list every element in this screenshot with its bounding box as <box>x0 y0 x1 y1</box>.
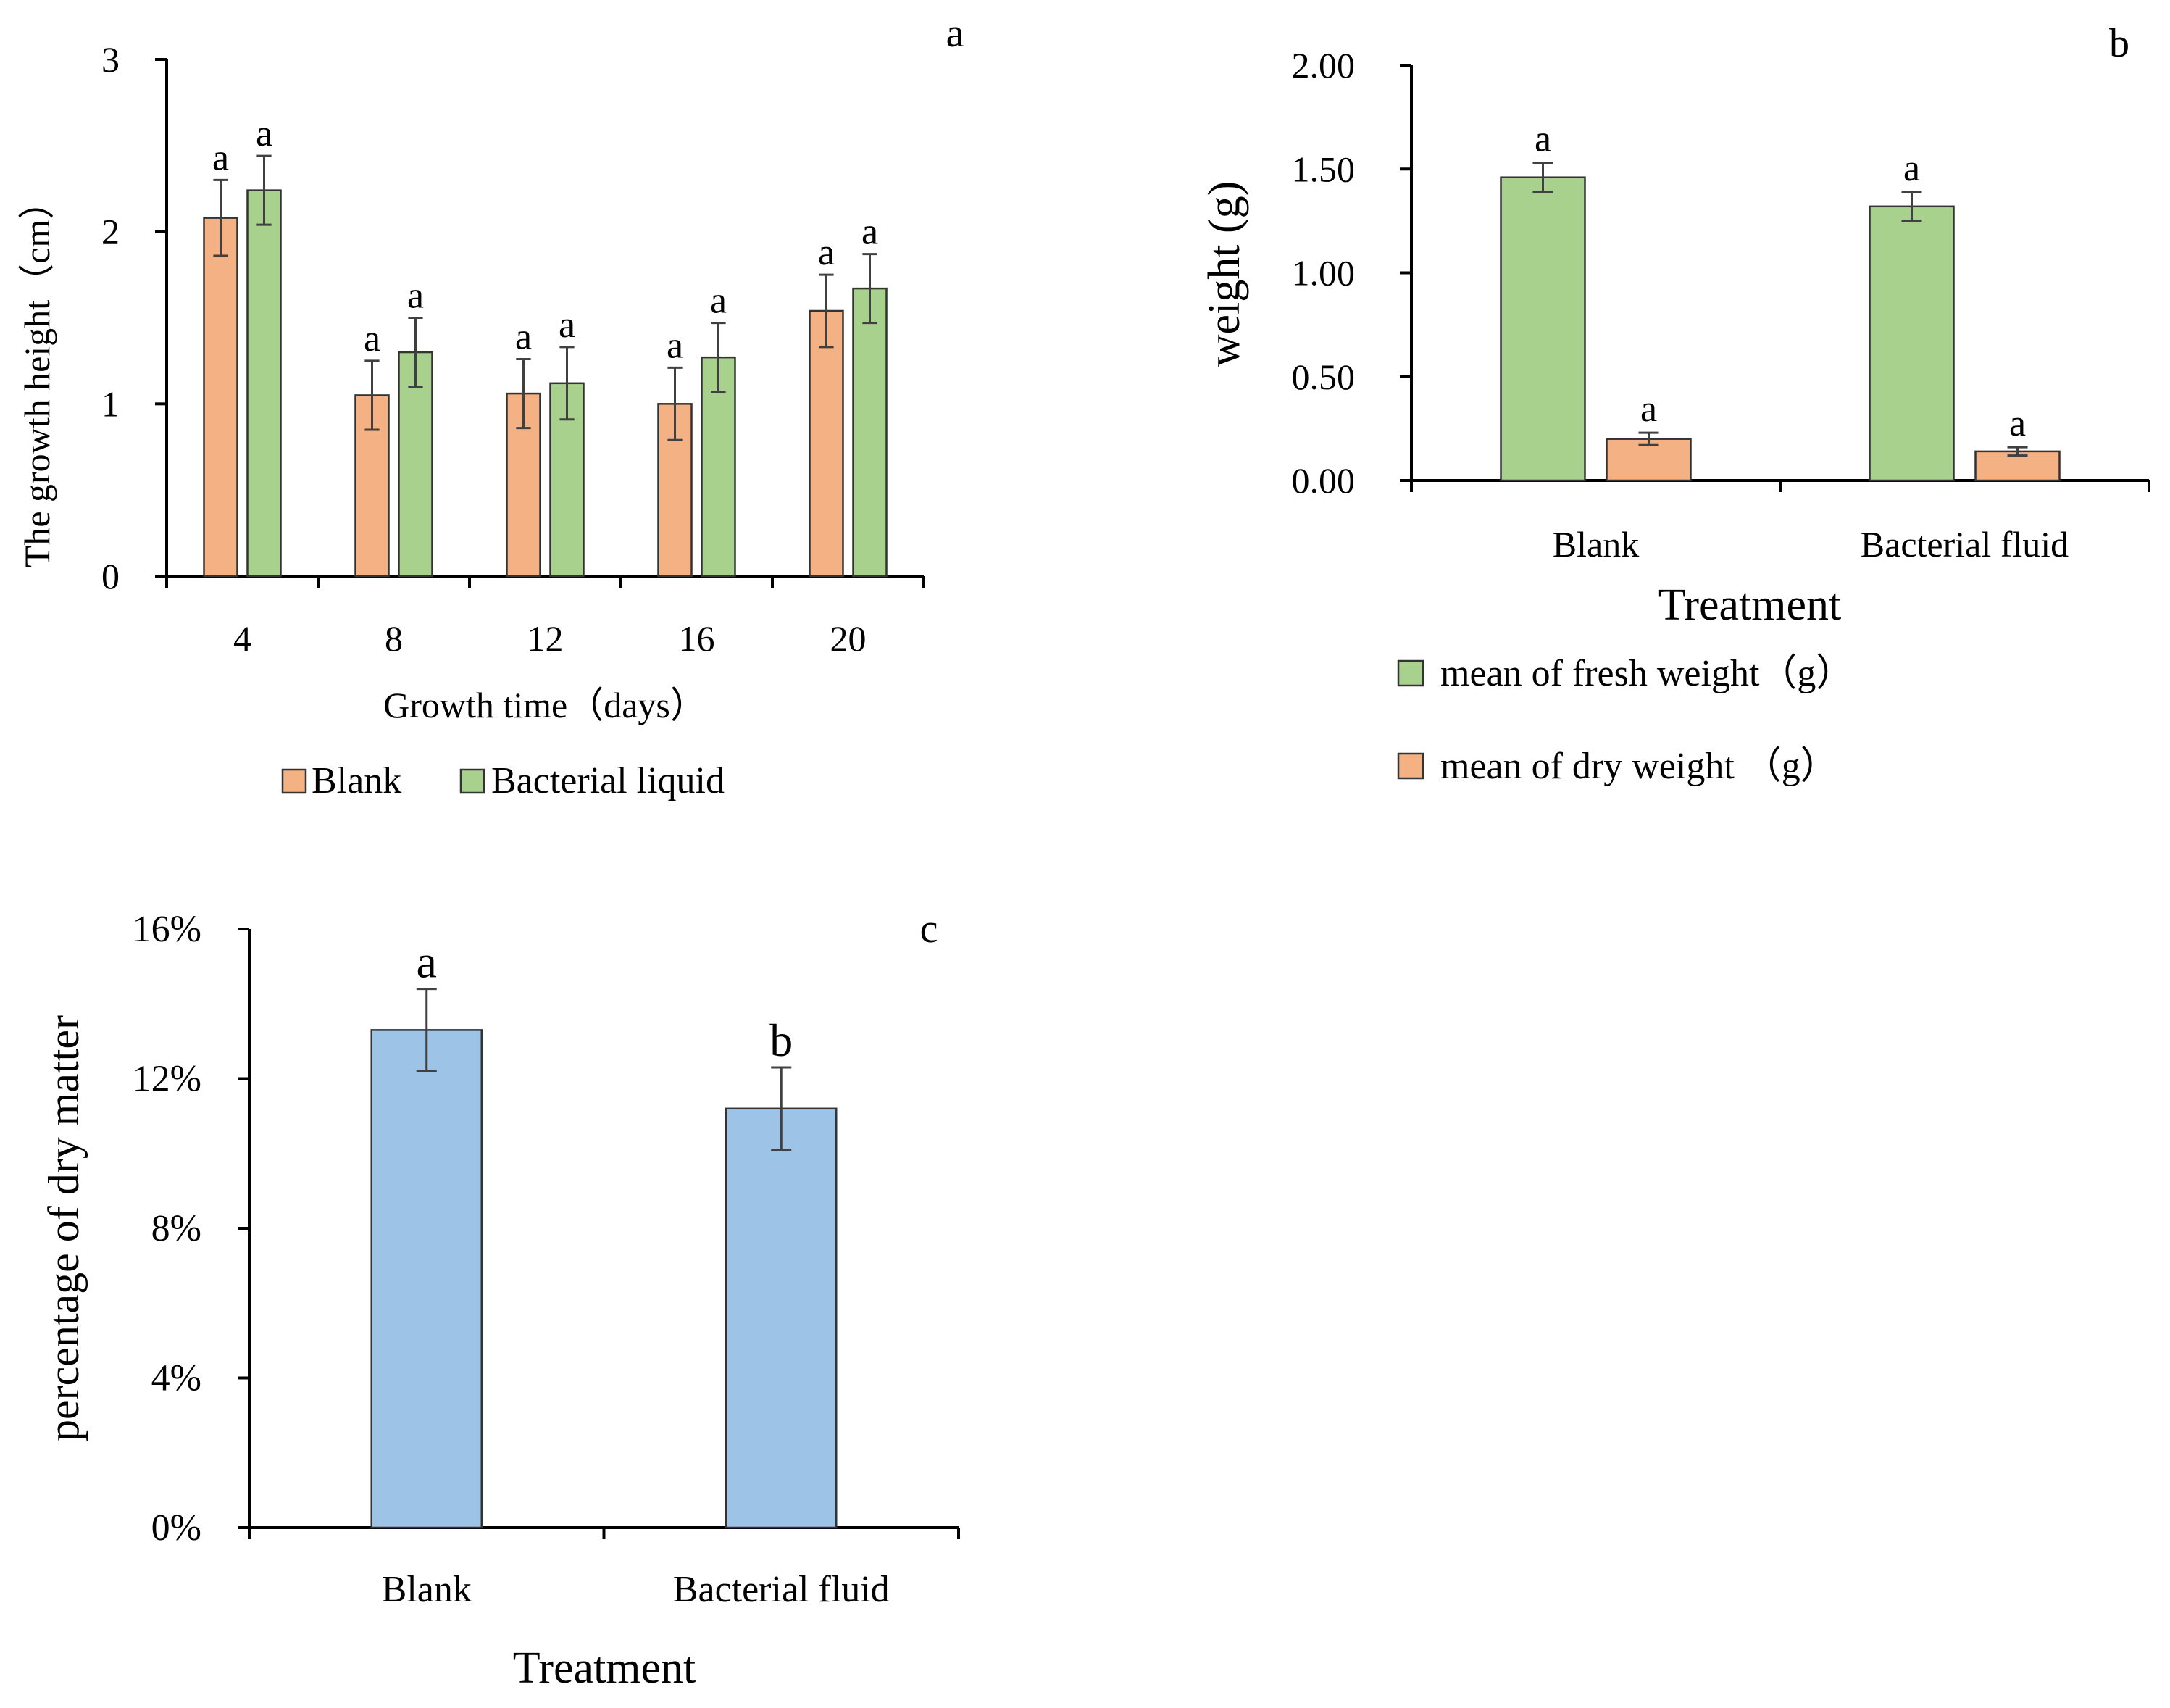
legend-label-bacterial-liquid: Bacterial liquid <box>491 760 725 801</box>
panel-b-significance-letter: a <box>1903 148 1920 189</box>
panel-a-x-tick-label: 8 <box>385 618 403 659</box>
legend-swatch-dry-weight <box>1397 752 1424 780</box>
panel-c-x-axis-title: Treatment <box>513 1644 696 1693</box>
panel-c-y-axis-title: percentage of dry matter <box>40 1015 88 1441</box>
panel-c-bar-percentage-of-dry-matter-blank <box>370 1029 483 1529</box>
panel-c-dry-matter-chart: 0% 4% 8% 12% 16% Blank Bacterial fluid a b c T… <box>40 907 960 1693</box>
panel-b-significance-letter: a <box>1535 119 1551 160</box>
panel-b-y-axis-title: weight (g) <box>1200 181 1249 367</box>
panel-b-y-tick-label: 0.00 <box>1292 460 1356 501</box>
panel-b-bar-mean-of-fresh-weight-g-bacterial-fluid <box>1869 205 1955 482</box>
panel-a-label: a <box>946 11 964 56</box>
panel-b-bar-mean-of-dry-weight-g-bacterial-fluid <box>1974 450 2061 482</box>
panel-b-x-axis-title: Treatment <box>1658 580 1842 630</box>
panel-b-significance-letter: a <box>2009 403 2026 444</box>
panel-a-significance-letter: a <box>407 275 424 317</box>
panel-a-significance-letter: a <box>667 325 683 366</box>
panel-b-y-tick-label: 2.00 <box>1292 45 1356 86</box>
panel-a-significance-letter: a <box>861 212 878 253</box>
panel-a-x-tick-label: 20 <box>830 618 867 659</box>
panel-c-y-tick-label: 4% <box>151 1358 201 1399</box>
panel-b-y-tick-label: 1.00 <box>1292 253 1356 293</box>
panel-b-label: b <box>2109 21 2129 66</box>
panel-a-significance-letter: a <box>364 318 380 359</box>
legend-label-dry-weight: mean of dry weight （g） <box>1440 746 1838 787</box>
panel-a-legend: Blank Bacterial liquid <box>281 760 725 801</box>
panel-c-y-tick-label: 8% <box>151 1208 201 1249</box>
legend-label-blank: Blank <box>312 760 401 801</box>
panel-b-weight-chart: 0.00 0.50 1.00 1.50 2.00 Blank Bacterial flui… <box>1200 21 2150 787</box>
legend-swatch-fresh-weight <box>1397 659 1424 687</box>
panel-a-significance-letter: a <box>212 137 229 178</box>
panel-a-bar-bacterial-liquid-20 <box>852 287 888 578</box>
panel-a-bar-bacterial-liquid-8 <box>398 351 433 578</box>
panel-b-bar-mean-of-fresh-weight-g-blank <box>1500 176 1586 482</box>
panel-c-x-tick-label: Blank <box>382 1569 472 1610</box>
panel-a-bar-blank-20 <box>809 309 844 578</box>
panel-a-y-tick-label: 2 <box>101 212 120 252</box>
panel-c-bar-percentage-of-dry-matter-bacterial-fluid <box>725 1107 838 1529</box>
panel-a-bar-bacterial-liquid-16 <box>701 356 736 578</box>
panel-a-x-tick-label: 16 <box>679 618 715 659</box>
panel-a-x-tick-label: 12 <box>527 618 564 659</box>
panel-a-bar-blank-4 <box>203 217 238 578</box>
panel-a-y-tick-label: 0 <box>101 556 120 596</box>
panel-a-y-tick-label: 3 <box>101 39 120 80</box>
panel-c-label: c <box>920 907 938 951</box>
panel-c-y-tick-label: 16% <box>133 909 201 950</box>
panel-b-x-tick-label: Bacterial fluid <box>1861 524 2069 565</box>
panel-c-significance-letter: b <box>769 1015 793 1066</box>
panel-c-y-tick-label: 12% <box>133 1059 201 1100</box>
panel-a-significance-letter: a <box>515 317 532 358</box>
panel-c-y-tick-label: 0% <box>151 1507 201 1549</box>
panel-c-significance-letter: a <box>417 936 437 988</box>
legend-swatch-blank <box>281 768 307 794</box>
panel-a-significance-letter: a <box>818 232 835 273</box>
panel-a-y-axis-title: The growth height（cm） <box>17 183 57 567</box>
panel-a-x-axis-title: Growth time（days） <box>383 685 706 725</box>
panel-a-significance-letter: a <box>256 113 272 154</box>
panel-b-y-tick-label: 0.50 <box>1292 357 1356 397</box>
legend-swatch-bacterial-liquid <box>459 768 485 794</box>
legend-label-fresh-weight: mean of fresh weight（g） <box>1440 653 1853 694</box>
panel-a-bar-bacterial-liquid-4 <box>246 189 282 578</box>
panel-a-significance-letter: a <box>559 304 575 346</box>
panel-b-x-tick-label: Blank <box>1553 524 1639 565</box>
panel-a-x-tick-label: 4 <box>233 618 251 659</box>
panel-a-y-tick-label: 1 <box>101 383 120 424</box>
panel-a-significance-letter: a <box>710 280 727 322</box>
panel-b-y-tick-label: 1.50 <box>1292 149 1356 189</box>
panel-b-significance-letter: a <box>1640 388 1657 430</box>
panel-b-legend: mean of fresh weight（g） mean of dry weig… <box>1397 653 1853 787</box>
panel-c-x-tick-label: Bacterial fluid <box>673 1569 890 1610</box>
